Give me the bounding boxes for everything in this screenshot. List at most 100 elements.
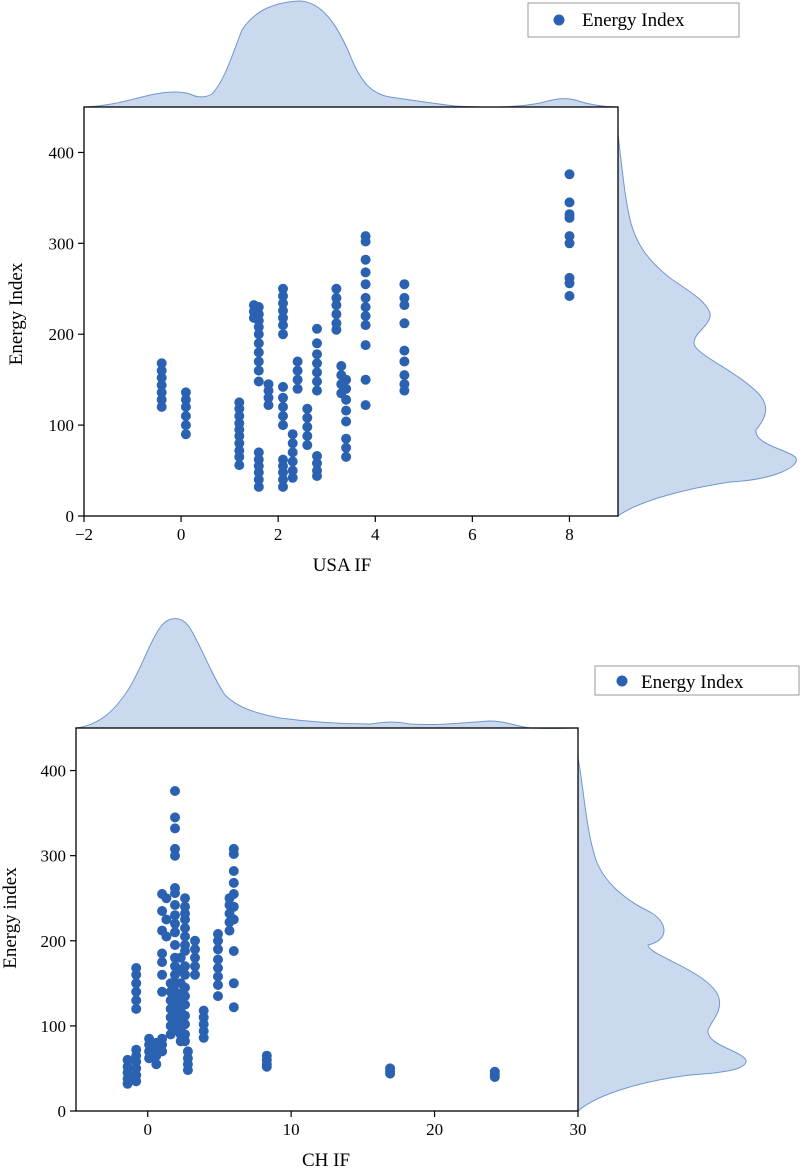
data-point xyxy=(253,338,264,349)
data-point xyxy=(157,948,168,959)
data-point xyxy=(131,1003,142,1014)
data-point xyxy=(156,358,167,369)
data-point xyxy=(170,918,180,929)
x-tick-label: −2 xyxy=(75,525,93,544)
data-point xyxy=(131,995,142,1006)
data-point xyxy=(157,906,168,916)
data-point xyxy=(564,197,575,208)
data-point xyxy=(156,380,167,391)
data-point xyxy=(336,361,347,371)
data-point xyxy=(360,279,371,290)
data-point xyxy=(360,267,371,278)
x-axis: 0 10 20 30 xyxy=(143,1111,587,1139)
data-point xyxy=(331,324,342,335)
data-point xyxy=(170,888,180,899)
data-point xyxy=(253,356,264,367)
data-point xyxy=(292,383,303,394)
y-axis: 0 100 200 300 400 xyxy=(49,143,84,526)
data-point xyxy=(180,429,191,440)
data-point xyxy=(180,969,190,980)
data-point xyxy=(564,238,575,249)
data-point xyxy=(489,1072,500,1082)
data-point xyxy=(170,823,180,834)
x-tick-label: 30 xyxy=(570,1120,587,1139)
data-point xyxy=(213,991,223,1002)
data-point xyxy=(564,291,575,301)
data-point xyxy=(312,323,322,334)
data-point xyxy=(360,292,371,303)
y-tick-label: 400 xyxy=(41,762,67,781)
y-tick-label: 300 xyxy=(49,234,75,253)
data-point xyxy=(151,1059,162,1070)
data-point xyxy=(331,309,342,320)
data-point xyxy=(302,421,313,432)
data-point xyxy=(131,986,142,997)
y-tick-label: 100 xyxy=(49,416,75,435)
data-point xyxy=(399,318,410,329)
data-point xyxy=(564,169,575,180)
data-point xyxy=(234,460,245,471)
x-tick-label: 4 xyxy=(371,525,380,544)
data-point xyxy=(170,786,180,796)
data-point xyxy=(228,914,239,925)
data-point xyxy=(341,416,352,427)
data-point xyxy=(278,392,288,403)
data-point xyxy=(341,433,352,444)
plot-frame xyxy=(75,727,579,1112)
data-point xyxy=(278,298,288,309)
data-point xyxy=(287,447,298,458)
data-point xyxy=(170,910,180,921)
data-point xyxy=(253,481,264,492)
data-point xyxy=(312,471,322,481)
data-point xyxy=(180,401,191,412)
data-point xyxy=(263,385,274,396)
data-point xyxy=(156,365,167,376)
data-point xyxy=(287,429,298,440)
x-axis-label: USA IF xyxy=(313,555,372,576)
x-axis: −2 0 2 4 6 8 xyxy=(75,516,574,544)
data-point xyxy=(360,400,371,411)
scatter-points xyxy=(122,786,500,1089)
data-point xyxy=(157,1046,168,1057)
data-point xyxy=(157,986,168,997)
data-point xyxy=(157,969,168,980)
data-point xyxy=(213,935,223,946)
data-point xyxy=(224,925,235,936)
data-point xyxy=(180,991,190,1002)
data-point xyxy=(157,957,168,968)
data-point xyxy=(399,370,410,381)
right-marginal-kde xyxy=(617,133,797,517)
data-point xyxy=(278,420,288,431)
data-point xyxy=(228,877,239,888)
data-point xyxy=(278,381,288,392)
x-tick-label: 0 xyxy=(143,1120,152,1139)
data-point xyxy=(156,387,167,398)
data-point xyxy=(253,347,264,358)
data-point xyxy=(287,472,298,483)
data-point xyxy=(312,367,322,378)
data-point xyxy=(213,944,223,955)
data-point xyxy=(180,982,190,993)
data-point xyxy=(234,403,245,414)
data-point xyxy=(287,465,298,476)
data-point xyxy=(292,365,303,376)
data-point xyxy=(399,279,410,290)
data-point xyxy=(292,374,303,385)
data-point xyxy=(228,901,239,912)
data-point xyxy=(180,411,191,421)
data-point xyxy=(399,385,410,396)
data-point xyxy=(292,356,303,367)
data-point xyxy=(253,474,264,485)
y-tick-label: 0 xyxy=(58,1102,67,1121)
data-point xyxy=(190,952,200,963)
data-point xyxy=(190,969,200,980)
data-point xyxy=(278,305,288,316)
data-point xyxy=(399,292,410,303)
data-point xyxy=(180,999,190,1010)
data-point xyxy=(228,866,239,876)
data-point xyxy=(234,451,245,462)
data-point xyxy=(302,403,313,414)
data-point xyxy=(341,394,352,405)
